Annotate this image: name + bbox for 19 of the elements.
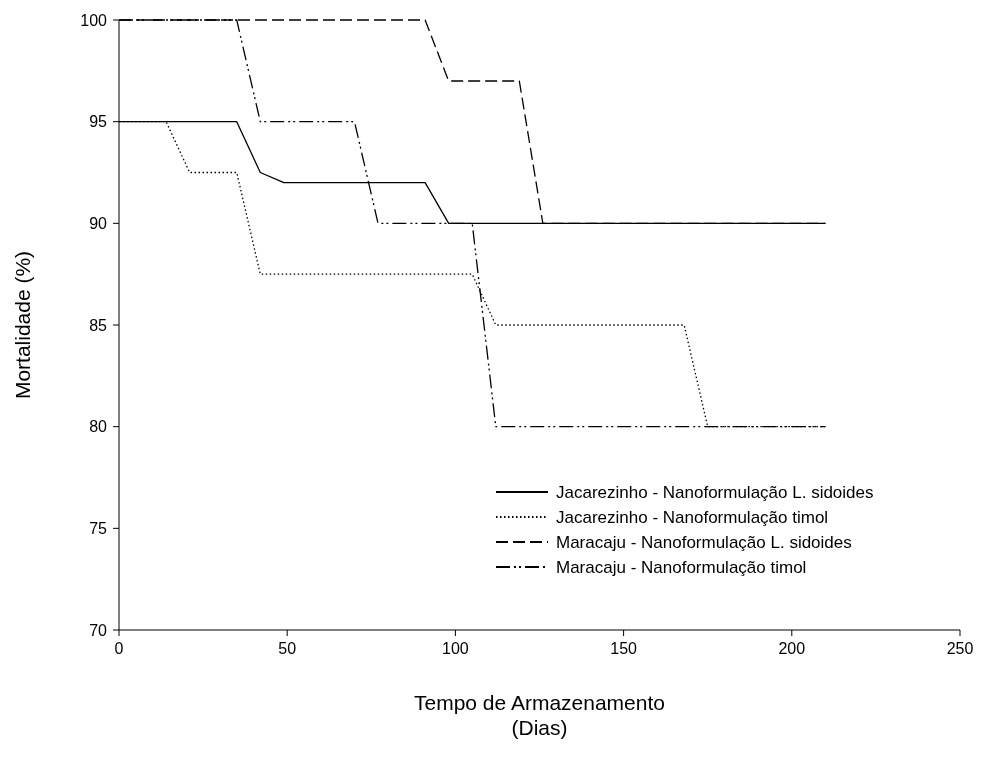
- x-tick-label: 0: [114, 640, 124, 657]
- legend-label: Jacarezinho - Nanoformulação timol: [556, 507, 829, 527]
- x-tick-label: 100: [442, 640, 469, 657]
- x-tick-label: 250: [946, 640, 974, 657]
- legend-label: Jacarezinho - Nanoformulação L. sidoides: [556, 482, 874, 502]
- y-tick-label: 75: [89, 519, 108, 537]
- x-tick-label: 150: [610, 640, 638, 657]
- y-tick-label: 70: [89, 621, 108, 639]
- x-tick-label: 50: [278, 640, 297, 657]
- y-tick-label: 80: [89, 418, 108, 436]
- x-axis-title: Tempo de Armazenamento (Dias): [414, 691, 665, 739]
- y-tick-label: 100: [80, 11, 108, 29]
- y-axis-title: Mortalidade (%): [11, 250, 34, 400]
- legend-label: Maracaju - Nanoformulação timol: [556, 557, 807, 577]
- x-tick-label: 200: [778, 640, 806, 657]
- y-tick-label: 85: [89, 316, 108, 334]
- y-tick-label: 90: [89, 214, 108, 232]
- y-tick-label: 95: [89, 113, 108, 131]
- legend-label: Maracaju - Nanoformulação L. sidoides: [556, 532, 852, 552]
